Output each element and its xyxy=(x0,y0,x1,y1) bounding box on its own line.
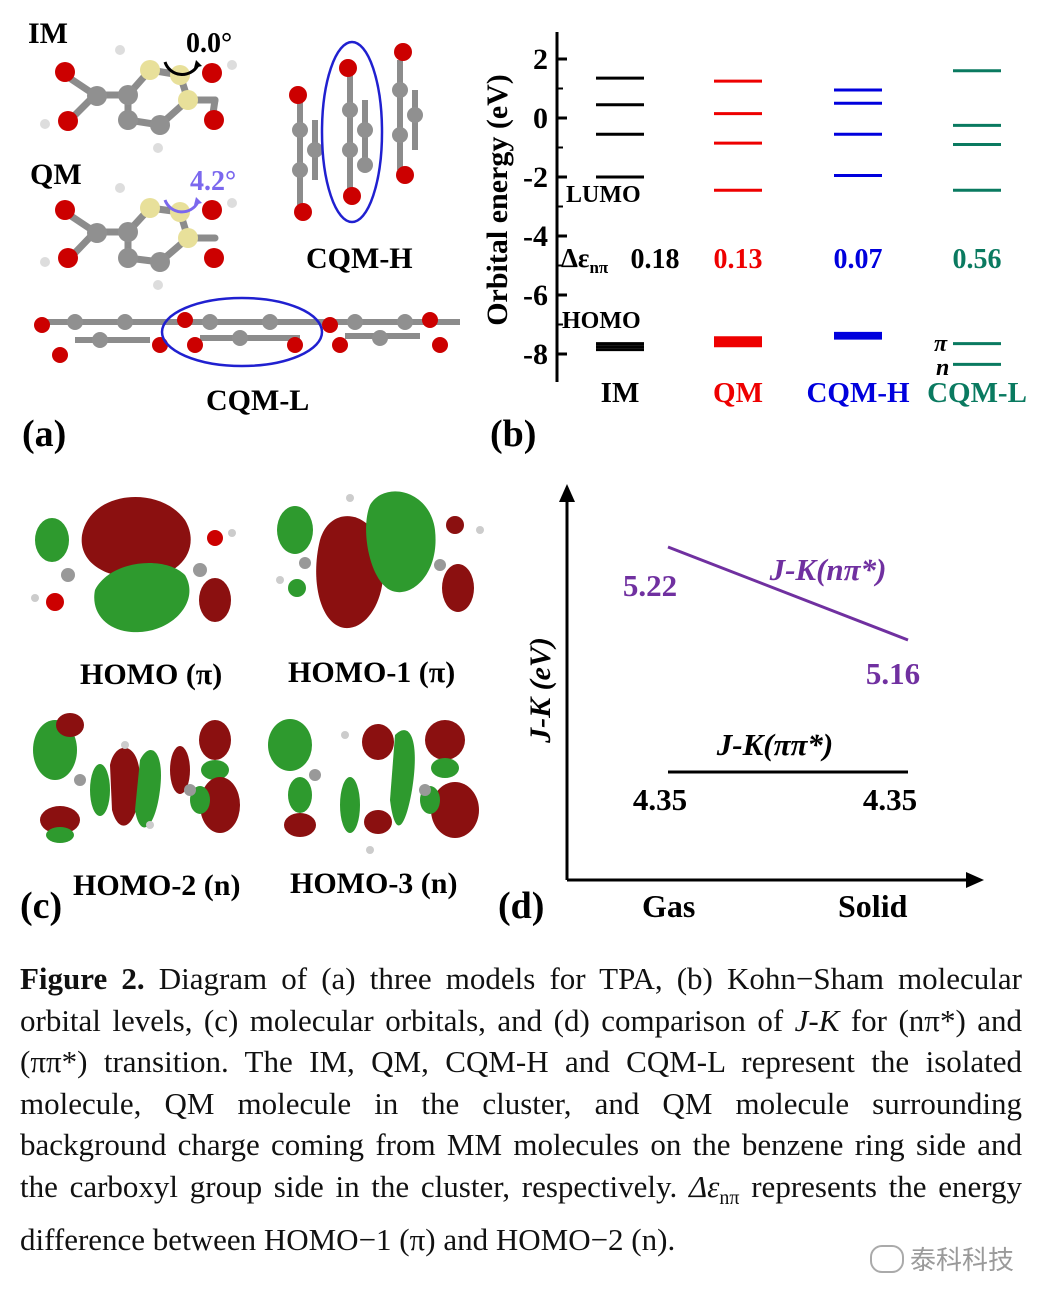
watermark-text: 泰科科技 xyxy=(910,1246,1015,1276)
b-ticks: 2 0 -2 -4 -6 -8 xyxy=(523,43,567,371)
d-series-name: J-K(nπ*) xyxy=(769,552,887,587)
panel-c-molecular-orbitals: HOMO (π) HOMO-1 (π) HOMO-2 (n) HOMO-3 (n… xyxy=(20,491,484,927)
delta-symbol: Δεnπ xyxy=(561,243,609,277)
homo-label: HOMO xyxy=(562,308,641,334)
wechat-icon xyxy=(870,1244,904,1273)
homo-3-orbital-label: HOMO-3 (n) xyxy=(290,867,457,900)
caption-delta: Δε xyxy=(688,1168,720,1204)
homo-orbital-picture xyxy=(31,497,236,633)
qm-label: QM xyxy=(30,158,82,191)
cqmh-cluster-model xyxy=(289,40,423,224)
cqmh-label: CQM-H xyxy=(306,242,413,275)
homo-2-orbital-label: HOMO-2 (n) xyxy=(73,869,240,902)
b-category-label: CQM-L xyxy=(927,377,1027,409)
figure-caption: Figure 2. Diagram of (a) three models fo… xyxy=(20,958,1022,1261)
d-series-name: J-K(ππ*) xyxy=(716,727,834,762)
panel-d-label: (d) xyxy=(498,885,544,927)
b-y-tick-label: 0 xyxy=(533,102,548,135)
pi-orbital-label: π xyxy=(934,331,948,357)
b-y-axis-label: Orbital energy (eV) xyxy=(481,74,514,326)
d-y-axis-arrow xyxy=(559,484,575,502)
panel-a-molecular-models: IM 0.0° QM 4.2° CQM-H CQM-L (a) xyxy=(22,17,460,455)
panel-b-label: (b) xyxy=(490,413,536,455)
d-data-label: 5.22 xyxy=(623,568,677,603)
cqml-label: CQM-L xyxy=(206,384,309,417)
n-orbital-label: n xyxy=(936,355,949,381)
caption-jk: J-K xyxy=(794,1002,840,1038)
d-x-axis-arrow xyxy=(966,872,984,888)
d-data-label: 4.35 xyxy=(863,782,917,817)
b-delta-value: 0.56 xyxy=(953,244,1002,275)
d-series-line xyxy=(667,545,909,642)
panel-c-label: (c) xyxy=(20,885,62,927)
im-label: IM xyxy=(28,17,68,50)
d-y-axis-label: J-K (eV) xyxy=(524,637,557,744)
b-y-tick-label: -8 xyxy=(523,338,548,371)
b-y-tick-label: -4 xyxy=(523,220,548,253)
d-data-label: 5.16 xyxy=(866,656,920,691)
lumo-label: LUMO xyxy=(566,182,641,208)
b-delta-value: 0.18 xyxy=(631,244,680,275)
homo-3-orbital-picture xyxy=(268,719,479,854)
b-category-label: IM xyxy=(601,377,640,409)
caption-text-1: Diagram of (a) three models for TPA, (b)… xyxy=(20,961,1022,1038)
caption-text-3: represents the energy difference between… xyxy=(20,1168,1022,1258)
panel-d-jk-comparison: J-K (eV) 5.22 5.16 J-K(nπ*) 4.35 4.35 J-K(ππ*… xyxy=(498,484,984,927)
homo-2-orbital-picture xyxy=(33,713,240,843)
homo-1-orbital-picture xyxy=(276,491,484,629)
b-level-group xyxy=(596,69,1001,366)
panel-a-label: (a) xyxy=(22,413,66,455)
caption-text-2: for (nπ*) and (ππ*) transition. The IM, … xyxy=(20,1002,1022,1204)
homo-orbital-label: HOMO (π) xyxy=(80,658,222,691)
im-molecule-model xyxy=(40,45,237,153)
b-category-labels: IM QM CQM-H CQM-L xyxy=(601,377,1027,409)
figure-canvas: IM 0.0° QM 4.2° CQM-H CQM-L (a) xyxy=(20,17,1027,927)
cqml-cluster-model xyxy=(34,296,460,368)
b-category-label: QM xyxy=(713,377,763,409)
b-category-label: CQM-H xyxy=(806,377,910,409)
im-angle: 0.0° xyxy=(186,28,232,59)
b-y-tick-label: -2 xyxy=(523,161,548,194)
b-delta-value: 0.13 xyxy=(714,244,763,275)
homo-1-orbital-label: HOMO-1 (π) xyxy=(288,656,455,689)
panel-b-orbital-levels: 2 0 -2 -4 -6 -8 Orbital energy (eV) IM QM CQM-H… xyxy=(481,32,1027,455)
d-x-label-gas: Gas xyxy=(642,888,695,924)
d-x-label-solid: Solid xyxy=(838,888,908,924)
b-delta-value: 0.07 xyxy=(834,244,883,275)
qm-angle: 4.2° xyxy=(190,166,236,197)
qm-molecule-model xyxy=(40,183,237,290)
b-y-tick-label: 2 xyxy=(533,43,548,76)
caption-figure-label: Figure 2. xyxy=(20,961,145,996)
d-series-group: 5.22 5.16 J-K(nπ*) 4.35 4.35 J-K(ππ*) xyxy=(623,545,920,817)
b-delta-values: 0.18 0.13 0.07 0.56 xyxy=(631,244,1002,275)
watermark: 泰科科技 xyxy=(870,1240,1014,1277)
d-data-label: 4.35 xyxy=(633,782,687,817)
caption-delta-sub: nπ xyxy=(719,1186,740,1209)
b-y-tick-label: -6 xyxy=(523,279,548,312)
